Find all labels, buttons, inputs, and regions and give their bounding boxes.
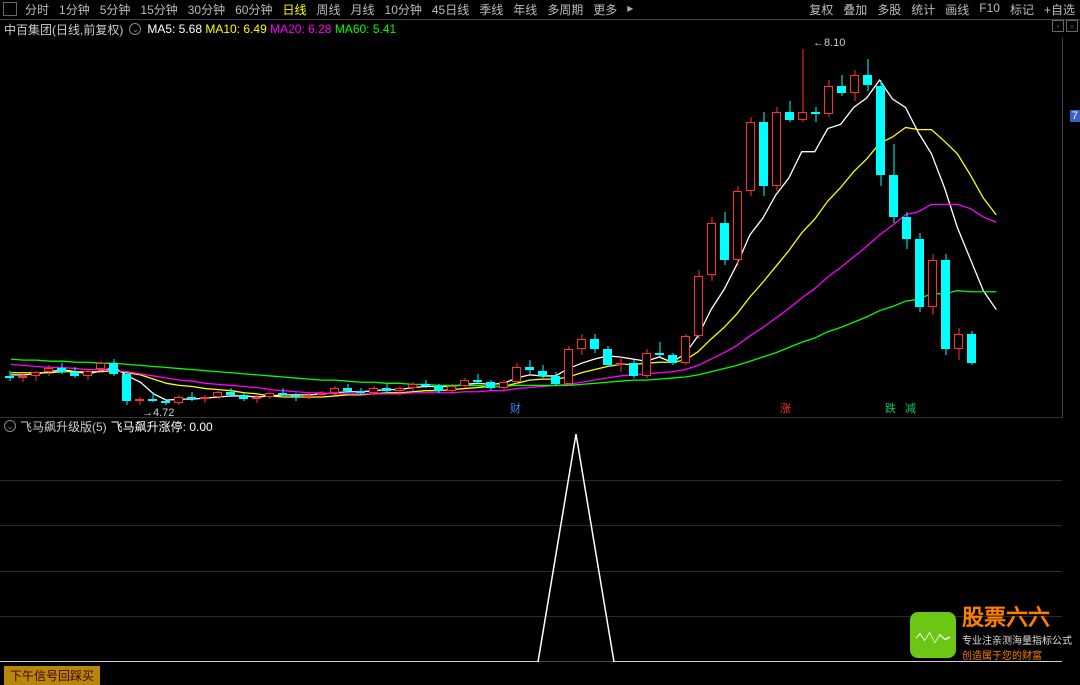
ma-label: MA60: 5.41 <box>335 22 396 36</box>
high-label: ←8.10 <box>813 37 845 49</box>
chart-marker: 减 <box>905 400 916 416</box>
watermark-sub2: 创造属于您的财富 <box>962 647 1072 662</box>
grid-line <box>0 616 1062 617</box>
tool-3[interactable]: 统计 <box>906 0 940 20</box>
timeframe-14[interactable]: 更多 <box>588 0 622 20</box>
footer: 下午信号回踩买 <box>0 666 100 684</box>
timeframe-10[interactable]: 45日线 <box>427 0 474 20</box>
timeframe-0[interactable]: 分时 <box>20 0 54 20</box>
control-icon-1[interactable]: ◦ <box>1052 20 1064 32</box>
more-arrow[interactable]: ▸ <box>622 0 638 20</box>
tool-1[interactable]: 叠加 <box>838 0 872 20</box>
timeframe-8[interactable]: 月线 <box>346 0 380 20</box>
timeframe-2[interactable]: 5分钟 <box>95 0 136 20</box>
grid-line <box>0 525 1062 526</box>
info-line: 中百集团(日线,前复权) ⌄ MA5: 5.68 MA10: 6.49 MA20… <box>0 20 1080 38</box>
timeframe-12[interactable]: 年线 <box>508 0 542 20</box>
sub-indicator-title: ⌄ 飞马飙升级版(5) 飞马飙升涨停: 0.00 <box>0 418 1080 434</box>
sub-title-label: 飞马飙升涨停: 0.00 <box>111 418 213 435</box>
toolbar-right: 复权叠加多股统计画线F10标记+自选 <box>804 0 1080 20</box>
chart-marker: 跌 <box>885 400 896 416</box>
tool-0[interactable]: 复权 <box>804 0 838 20</box>
chart-marker: 涨 <box>780 400 791 416</box>
toolbar-left: 分时1分钟5分钟15分钟30分钟60分钟日线周线月线10分钟45日线季线年线多周… <box>0 0 804 20</box>
top-toolbar: 分时1分钟5分钟15分钟30分钟60分钟日线周线月线10分钟45日线季线年线多周… <box>0 0 1080 20</box>
timeframe-6[interactable]: 日线 <box>277 0 311 20</box>
chart-controls: ◦ ▫ <box>1052 20 1078 32</box>
watermark-icon <box>910 612 956 658</box>
price-marker: 7 <box>1070 110 1080 122</box>
ma-label: MA5: 5.68 <box>147 22 202 36</box>
timeframe-5[interactable]: 60分钟 <box>230 0 277 20</box>
ma-label: MA10: 6.49 <box>205 22 266 36</box>
stock-name: 中百集团(日线,前复权) <box>4 21 123 38</box>
timeframe-13[interactable]: 多周期 <box>542 0 588 20</box>
timeframe-11[interactable]: 季线 <box>474 0 508 20</box>
watermark-sub1: 专业注亲测海量指标公式 <box>962 632 1072 647</box>
tool-7[interactable]: +自选 <box>1039 0 1080 20</box>
sub-settings-icon[interactable]: ⌄ <box>4 420 16 432</box>
low-label: →4.72 <box>142 407 174 419</box>
tool-2[interactable]: 多股 <box>872 0 906 20</box>
ma-label: MA20: 6.28 <box>270 22 331 36</box>
settings-icon[interactable]: ⌄ <box>129 23 141 35</box>
timeframe-1[interactable]: 1分钟 <box>54 0 95 20</box>
price-scale: 7 <box>1062 38 1080 418</box>
watermark: 股票六六 专业注亲测海量指标公式 创造属于您的财富 <box>910 607 1072 662</box>
tool-4[interactable]: 画线 <box>940 0 974 20</box>
chart-marker: 财 <box>510 400 521 416</box>
grid-line <box>0 571 1062 572</box>
timeframe-7[interactable]: 周线 <box>311 0 345 20</box>
footer-signal: 下午信号回踩买 <box>4 666 100 685</box>
sub-title-prefix: 飞马飙升级版(5) <box>20 418 107 435</box>
tool-5[interactable]: F10 <box>974 0 1005 20</box>
grid-line <box>0 480 1062 481</box>
candlestick-chart[interactable]: ←8.10 →4.72 财 涨 跌减 <box>0 38 1062 418</box>
tool-6[interactable]: 标记 <box>1005 0 1039 20</box>
menu-icon[interactable] <box>3 2 17 16</box>
control-icon-2[interactable]: ▫ <box>1066 20 1078 32</box>
timeframe-3[interactable]: 15分钟 <box>135 0 182 20</box>
watermark-title: 股票六六 <box>962 607 1072 629</box>
sub-indicator-chart[interactable] <box>0 434 1062 662</box>
timeframe-9[interactable]: 10分钟 <box>380 0 427 20</box>
timeframe-4[interactable]: 30分钟 <box>183 0 230 20</box>
